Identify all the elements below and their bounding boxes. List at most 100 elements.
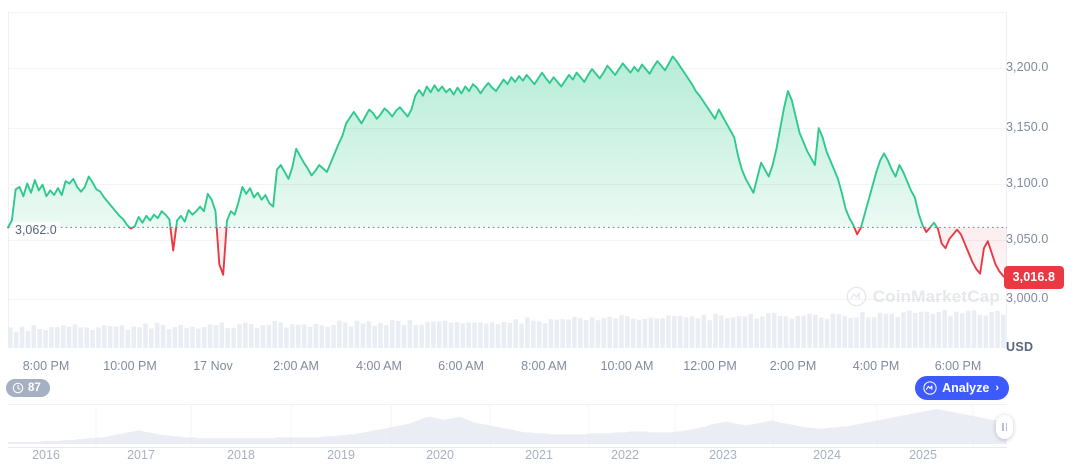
range-navigator[interactable]: 2016 2017 2018 2019 2020 2021 2022 2023 2024 2025 [0,404,1072,470]
volume-bar [672,315,677,348]
volume-bar [219,322,225,348]
volume-bar [113,326,119,348]
volume-bar [654,318,659,348]
volume-bar [666,315,671,348]
volume-bar [431,321,436,348]
volume-bar [472,322,477,348]
volume-bar [372,325,377,348]
x-axis-tick-3: 2:00 AM [273,359,319,373]
volume-bar [419,324,424,348]
volume-bar [995,310,1000,348]
x-axis-tick-4: 4:00 AM [356,359,402,373]
volume-bar [243,322,248,348]
volume-bar [78,327,84,348]
volume-bar [43,330,48,348]
volume-bar [883,313,889,348]
volume-bar [466,322,471,348]
volume-bar [489,322,495,348]
x-axis-tick-11: 6:00 PM [934,359,982,373]
volume-bar [907,310,912,348]
analyze-button[interactable]: Analyze › [915,376,1009,400]
volume-bar [948,315,953,348]
volume-bar [413,324,419,348]
volume-bar [248,324,254,348]
y-axis-tick-4: 3,000.0 [1006,291,1049,305]
y-axis-unit-label: USD [1006,340,1034,354]
volume-bar [172,327,178,348]
volume-bar [143,323,148,348]
volume-bar [25,331,31,348]
volume-bar [207,324,213,348]
volume-bar [178,324,183,348]
volume-bar [448,322,454,348]
price-plot-svg [7,12,1007,348]
x-axis-tick-10: 4:00 PM [852,359,900,373]
volume-bar [149,328,154,348]
volume-bar [342,322,348,348]
volume-bar [360,323,366,348]
volume-bar [595,320,601,348]
volume-bar [366,321,372,348]
navigator-tick-4: 2020 [426,448,454,462]
navigator-tick-0: 2016 [32,448,60,462]
volume-bar [619,315,624,348]
volume-bar [748,314,754,348]
volume-bar [613,318,618,348]
navigator-tick-9: 2025 [909,448,937,462]
volume-bar [389,320,395,348]
x-axis-tick-0: 8:00 PM [22,359,70,373]
volume-bar [695,318,701,348]
volume-bar [583,319,589,348]
volume-bar [525,317,530,348]
volume-bar [742,316,748,348]
volume-bar [519,323,524,348]
volume-bar [284,327,289,348]
volume-bar [1001,314,1006,348]
volume-bar [102,325,107,348]
volume-bar [860,312,865,348]
x-axis-tick-8: 12:00 PM [683,359,737,373]
x-axis-tick-2: 17 Nov [193,359,233,373]
volume-bar [607,316,612,348]
volume-bar [196,328,201,348]
volume-bar [942,310,947,348]
open-price-label: 3,062.0 [12,222,60,239]
volume-bar [184,328,189,348]
volume-bar [848,317,853,348]
volume-bar [771,313,777,348]
volume-bar [930,313,936,348]
navigator-area [8,409,1007,444]
volume-bar [783,316,789,348]
x-axis-tick-5: 6:00 AM [438,359,484,373]
volume-bar [536,321,542,348]
volume-bar [560,319,565,348]
volume-bar [707,320,712,348]
volume-bar [830,313,836,348]
volume-bar [912,313,918,348]
volume-bar [507,322,513,348]
volume-bar [566,319,571,348]
volume-bar [683,317,689,348]
chevron-right-icon: › [995,382,999,394]
volume-bar [483,323,489,348]
price-line-down [7,227,1007,281]
navigator-tick-5: 2021 [525,448,553,462]
y-axis-tick-1: 3,150.0 [1006,120,1049,134]
volume-bar [630,318,636,348]
navigator-right-handle[interactable] [996,415,1013,439]
navigator-tick-1: 2017 [127,448,155,462]
volume-bar [331,325,336,348]
volume-bar [325,326,330,348]
volume-bar [266,324,272,348]
analyze-cmc-icon [923,381,937,395]
volume-bar [272,320,278,348]
main-chart-area[interactable]: 3,062.0 CoinMarketCap USD 3,200.0 3,150.0… [0,0,1072,360]
volume-bar [384,325,389,348]
price-line-up [7,55,939,228]
volume-bar [19,326,25,348]
volume-bar [395,321,401,348]
volume-bar [37,329,42,348]
volume-bar [513,319,518,348]
volume-bar [401,324,407,348]
refresh-countdown-badge[interactable]: 87 [6,379,50,397]
